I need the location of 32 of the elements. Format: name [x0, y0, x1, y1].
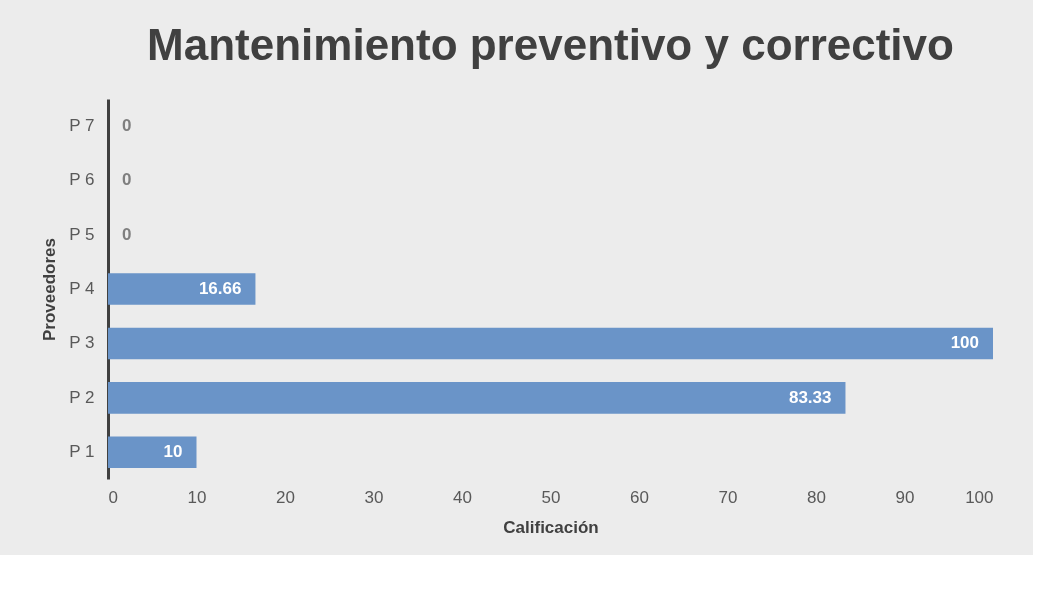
x-tick-label: 90 [895, 487, 915, 507]
x-tick-label: 70 [718, 487, 738, 507]
y-tick-label: P 7 [69, 115, 95, 135]
x-tick-label: 30 [364, 487, 384, 507]
x-axis-title: Calificación [503, 517, 599, 537]
y-tick-label: P 3 [69, 333, 95, 353]
chart-title: Mantenimiento preventivo y correctivo [147, 20, 954, 69]
bar [108, 436, 197, 469]
bar [108, 382, 846, 414]
y-tick-label: P 5 [69, 224, 95, 244]
data-label: 100 [950, 333, 979, 353]
data-label: 0 [122, 224, 132, 244]
x-tick-label: 20 [276, 487, 295, 507]
x-tick-label: 40 [453, 487, 472, 507]
data-label: 10 [163, 442, 183, 462]
y-tick-label: P 1 [69, 442, 95, 462]
x-tick-label: 50 [541, 487, 561, 507]
x-tick-label: 80 [807, 487, 826, 507]
data-label: 0 [122, 115, 132, 135]
y-tick-label: P 4 [69, 279, 95, 298]
x-tick-label: 100 [965, 487, 994, 507]
x-tick-label: 10 [187, 487, 207, 507]
bar [108, 327, 993, 360]
x-tick-label: 60 [630, 487, 649, 507]
data-label: 16.66 [198, 279, 242, 298]
data-label: 0 [122, 170, 132, 190]
y-tick-label: P 2 [69, 387, 95, 407]
bar [108, 273, 256, 305]
x-tick-label: 0 [108, 487, 118, 507]
data-label: 83.33 [788, 387, 832, 407]
y-axis-title: Proveedores [39, 238, 59, 341]
y-tick-label: P 6 [69, 170, 95, 190]
